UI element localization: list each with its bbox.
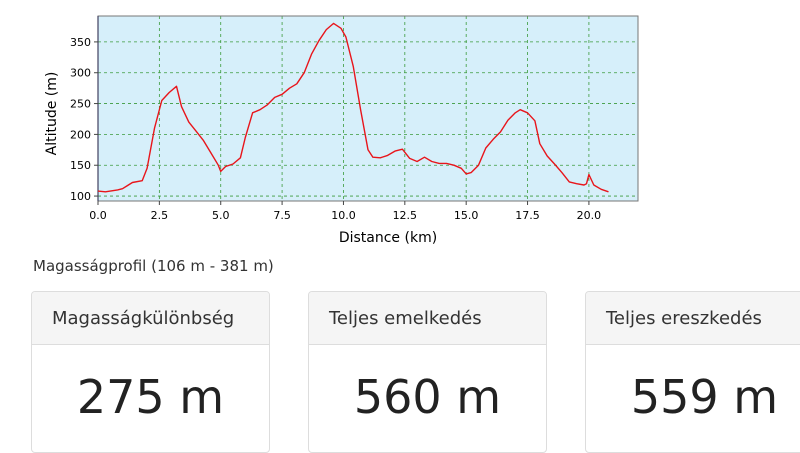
elevation-chart: 0.0 2.5 5.0 7.5 10.0 12.5 15.0 17.5 20.0 100 150 20… — [0, 0, 660, 252]
elevation-line — [97, 22, 609, 193]
x-tick-label: 2.5 — [151, 209, 169, 222]
x-tick-label: 12.5 — [393, 209, 418, 222]
y-axis-title: Altitude (m) — [44, 72, 60, 156]
stat-label: Magasságkülönbség — [32, 292, 269, 345]
x-tick-label: 0.0 — [89, 209, 107, 222]
plot-area — [98, 16, 638, 201]
stat-value: 559 m — [630, 370, 779, 424]
stat-value: 560 m — [353, 370, 502, 424]
y-tick-label: 350 — [70, 36, 91, 49]
y-tick-label: 100 — [70, 190, 91, 203]
stat-card-elevation-difference: Magasságkülönbség 275 m — [31, 291, 270, 453]
profile-caption: Magasságprofil (106 m - 381 m) — [33, 257, 274, 275]
x-tick-label: 17.5 — [515, 209, 540, 222]
x-tick-label: 15.0 — [454, 209, 479, 222]
x-tick-label: 7.5 — [273, 209, 291, 222]
y-tick-label: 200 — [70, 128, 91, 141]
elevation-chart-svg: 0.0 2.5 5.0 7.5 10.0 12.5 15.0 17.5 20.0 100 150 20… — [44, 15, 639, 246]
y-tick-label: 250 — [70, 98, 91, 111]
x-tick-label: 10.0 — [331, 209, 356, 222]
x-axis-title: Distance (km) — [339, 230, 437, 246]
stat-card-total-ascent: Teljes emelkedés 560 m — [308, 291, 547, 453]
x-tick-label: 5.0 — [212, 209, 230, 222]
stat-card-total-descent: Teljes ereszkedés 559 m — [585, 291, 800, 453]
stat-label: Teljes ereszkedés — [586, 292, 800, 345]
x-tick-label: 20.0 — [577, 209, 602, 222]
y-tick-label: 300 — [70, 67, 91, 80]
stat-label: Teljes emelkedés — [309, 292, 546, 345]
stat-value: 275 m — [76, 370, 225, 424]
y-tick-label: 150 — [70, 159, 91, 172]
